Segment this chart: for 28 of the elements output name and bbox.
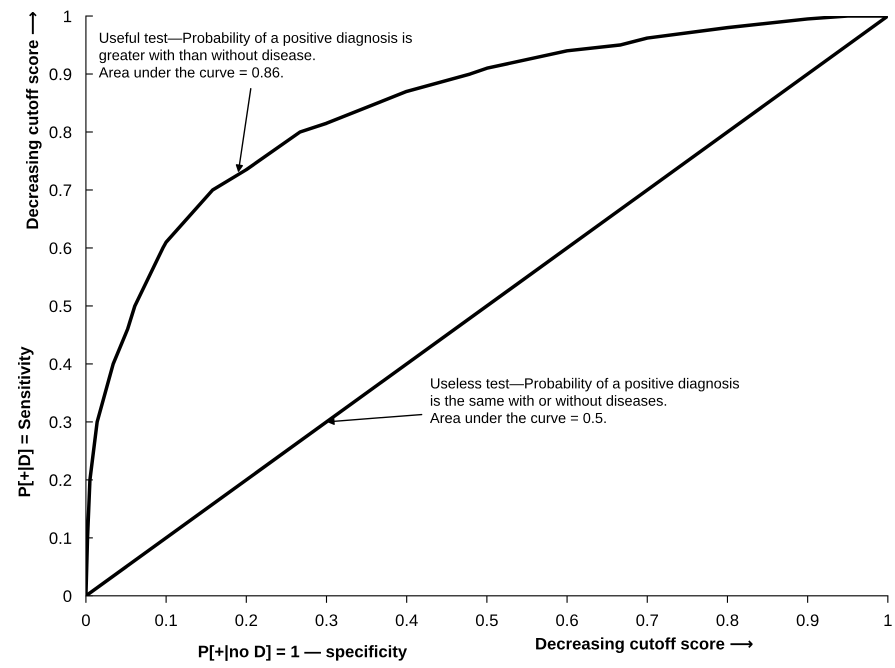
y-tick-label: 0 — [63, 590, 72, 602]
x-tick-label: 0 — [82, 614, 90, 626]
x-tick-label: 0.9 — [796, 614, 818, 626]
annotation: Useful test—Probability of a positive diagnosis is greater with than without disease. Area under the curve = 0.86. — [98, 32, 412, 78]
y-tick-label: 0.8 — [50, 126, 72, 138]
y-tick-label: 0.9 — [50, 68, 72, 80]
y-tick-label: 0.1 — [50, 532, 72, 544]
y-tick-label: 0.4 — [50, 358, 72, 370]
x-axis-title: P[+|no D] = 1 — specificity — [198, 645, 408, 661]
annotation: Useless test—Probability of a positive diagnosis is the same with or without diseases. Area under the curve = 0.5. — [430, 378, 740, 424]
y-tick-label: 0.7 — [50, 184, 72, 196]
x-tick-label: 0.8 — [716, 614, 738, 626]
y-tick-label: 0.6 — [50, 242, 72, 254]
text: Decreasing cutoff score ⟶ — [536, 637, 753, 653]
x-tick-label: 0.7 — [636, 614, 658, 626]
text: Decreasing cutoff score ⟶ — [26, 12, 42, 228]
x-tick-label: 0.2 — [235, 614, 258, 626]
y-tick-label: 1 — [64, 10, 72, 22]
x-tick-label: 0.5 — [476, 614, 498, 626]
x-tick-label: 0.4 — [396, 614, 418, 626]
x-tick-label: 0.1 — [155, 614, 177, 626]
y-axis-title: P[+|D] = Sensitivity — [18, 346, 34, 496]
x-tick-label: 0.6 — [556, 614, 578, 626]
y-tick-label: 0.2 — [50, 474, 72, 486]
x-tick-label: 0.3 — [316, 614, 338, 626]
y-tick-label: 0.3 — [50, 416, 72, 428]
y-tick-label: 0.5 — [50, 300, 72, 312]
x-tick-label: 1 — [884, 614, 892, 626]
